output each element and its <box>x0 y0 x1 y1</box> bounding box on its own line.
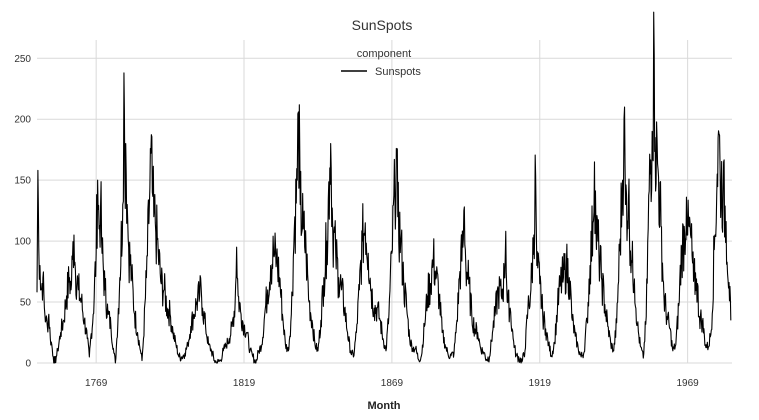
y-tick-label: 50 <box>20 298 32 309</box>
grid-lines <box>37 40 732 364</box>
series-line-sunspots <box>36 11 732 364</box>
x-tick-label: 1919 <box>529 378 552 389</box>
x-axis-label: Month <box>368 400 401 412</box>
x-tick-label: 1819 <box>233 378 256 389</box>
y-tick-label: 150 <box>14 176 31 187</box>
axes: 0 50 100 150 200 250 1769 1819 1869 1919 1969 <box>14 54 699 389</box>
y-tick-label: 100 <box>14 237 31 248</box>
y-tick-label: 200 <box>14 115 31 126</box>
x-tick-label: 1769 <box>85 378 108 389</box>
chart-title: SunSpots <box>352 17 413 33</box>
legend-title: component <box>357 48 411 60</box>
x-tick-label: 1869 <box>381 378 404 389</box>
legend-label-sunspots: Sunspots <box>375 66 421 78</box>
y-tick-label: 250 <box>14 54 31 65</box>
y-tick-label: 0 <box>25 359 31 370</box>
x-tick-label: 1969 <box>677 378 700 389</box>
legend: component Sunspots <box>341 48 421 78</box>
